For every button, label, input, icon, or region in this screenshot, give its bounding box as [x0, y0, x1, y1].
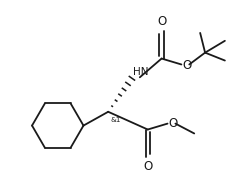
Text: O: O — [182, 59, 192, 72]
Text: HN: HN — [133, 67, 148, 77]
Text: O: O — [157, 15, 166, 28]
Text: O: O — [143, 160, 152, 173]
Text: &1: &1 — [110, 117, 120, 123]
Text: O: O — [168, 117, 178, 130]
